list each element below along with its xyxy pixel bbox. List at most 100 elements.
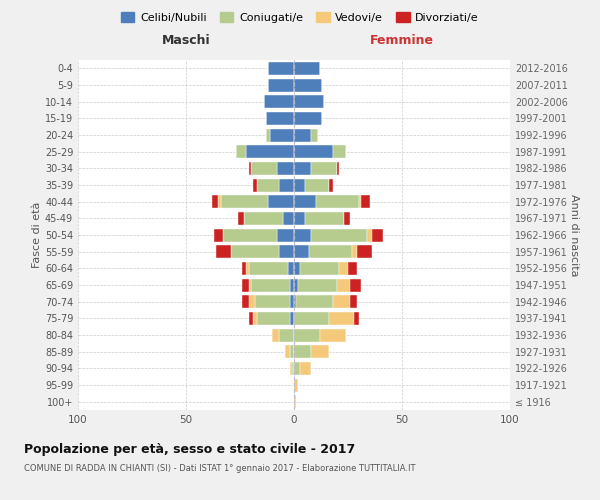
Bar: [236, 145, 247, 158]
Bar: [270, 128, 294, 141]
Bar: [214, 228, 223, 241]
Bar: [294, 345, 311, 358]
Bar: [329, 178, 333, 192]
Bar: [311, 128, 318, 141]
Bar: [212, 195, 218, 208]
Text: Femmine: Femmine: [370, 34, 434, 46]
Bar: [316, 195, 359, 208]
Bar: [290, 345, 294, 358]
Bar: [290, 278, 294, 291]
Bar: [253, 312, 257, 325]
Bar: [344, 212, 350, 225]
Bar: [238, 212, 244, 225]
Bar: [294, 62, 320, 75]
Bar: [279, 245, 294, 258]
Bar: [251, 278, 290, 291]
Legend: Celibi/Nubili, Coniugati/e, Vedovi/e, Divorziati/e: Celibi/Nubili, Coniugati/e, Vedovi/e, Di…: [117, 8, 483, 28]
Bar: [320, 328, 346, 342]
Bar: [290, 362, 292, 375]
Bar: [294, 262, 301, 275]
Bar: [242, 262, 247, 275]
Bar: [367, 228, 372, 241]
Bar: [305, 212, 344, 225]
Bar: [294, 245, 309, 258]
Bar: [333, 145, 346, 158]
Text: COMUNE DI RADDA IN CHIANTI (SI) - Dati ISTAT 1° gennaio 2017 - Elaborazione TUTT: COMUNE DI RADDA IN CHIANTI (SI) - Dati I…: [24, 464, 415, 473]
Bar: [294, 395, 296, 408]
Bar: [294, 278, 298, 291]
Bar: [223, 228, 277, 241]
Bar: [242, 295, 248, 308]
Bar: [218, 195, 221, 208]
Bar: [350, 278, 361, 291]
Bar: [294, 295, 296, 308]
Bar: [301, 362, 311, 375]
Bar: [352, 245, 356, 258]
Bar: [257, 312, 290, 325]
Bar: [337, 162, 340, 175]
Bar: [355, 312, 359, 325]
Bar: [257, 178, 279, 192]
Bar: [294, 145, 333, 158]
Bar: [268, 62, 294, 75]
Bar: [248, 278, 251, 291]
Bar: [294, 212, 305, 225]
Bar: [279, 178, 294, 192]
Bar: [248, 162, 251, 175]
Bar: [348, 262, 356, 275]
Bar: [294, 112, 322, 125]
Bar: [251, 162, 277, 175]
Bar: [248, 262, 287, 275]
Bar: [298, 278, 337, 291]
Bar: [311, 345, 329, 358]
Bar: [333, 295, 350, 308]
Bar: [266, 128, 270, 141]
Bar: [268, 78, 294, 92]
Bar: [248, 312, 253, 325]
Bar: [232, 245, 279, 258]
Bar: [356, 245, 372, 258]
Bar: [279, 328, 294, 342]
Bar: [294, 128, 311, 141]
Bar: [268, 195, 294, 208]
Bar: [272, 328, 279, 342]
Bar: [337, 278, 350, 291]
Bar: [292, 362, 294, 375]
Bar: [359, 195, 361, 208]
Bar: [294, 178, 305, 192]
Bar: [294, 328, 320, 342]
Bar: [361, 195, 370, 208]
Bar: [294, 162, 311, 175]
Bar: [294, 195, 316, 208]
Bar: [340, 262, 348, 275]
Bar: [294, 78, 322, 92]
Bar: [309, 245, 352, 258]
Bar: [253, 178, 257, 192]
Bar: [286, 345, 290, 358]
Bar: [255, 295, 290, 308]
Y-axis label: Anni di nascita: Anni di nascita: [569, 194, 579, 276]
Bar: [294, 95, 324, 108]
Bar: [294, 362, 301, 375]
Bar: [294, 228, 311, 241]
Bar: [277, 162, 294, 175]
Bar: [266, 112, 294, 125]
Bar: [221, 195, 268, 208]
Bar: [290, 295, 294, 308]
Bar: [329, 312, 355, 325]
Bar: [244, 212, 283, 225]
Bar: [247, 262, 248, 275]
Bar: [294, 312, 329, 325]
Bar: [247, 145, 294, 158]
Bar: [372, 228, 383, 241]
Bar: [301, 262, 340, 275]
Bar: [287, 262, 294, 275]
Bar: [311, 162, 337, 175]
Bar: [216, 245, 232, 258]
Bar: [242, 278, 248, 291]
Y-axis label: Fasce di età: Fasce di età: [32, 202, 42, 268]
Text: Maschi: Maschi: [161, 34, 211, 46]
Bar: [283, 212, 294, 225]
Bar: [350, 295, 356, 308]
Text: Popolazione per età, sesso e stato civile - 2017: Popolazione per età, sesso e stato civil…: [24, 442, 355, 456]
